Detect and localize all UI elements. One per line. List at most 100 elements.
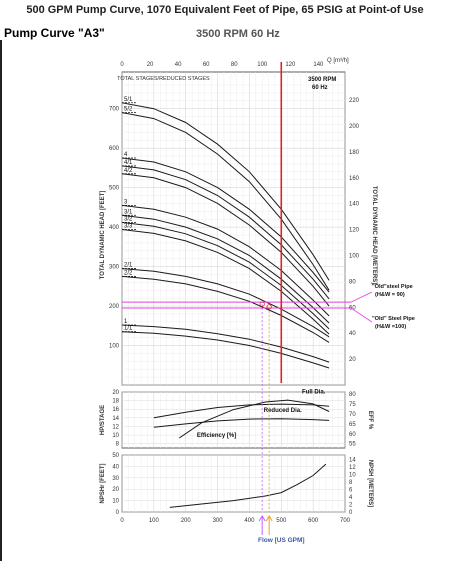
stage-curve-3-1 <box>121 214 330 324</box>
perf-y-right-axis-label: EFF % <box>367 411 373 430</box>
efficiency-label: Efficiency [%] <box>197 433 236 439</box>
hp-reduced-dia-curve <box>153 418 330 428</box>
x-tick-label: 100 <box>149 518 160 524</box>
stage-curve-4-2 <box>121 173 330 307</box>
head-y-tick-label: 600 <box>109 146 120 152</box>
x-tick-label: 500 <box>276 518 287 524</box>
stage-label: 4/1 <box>124 160 133 166</box>
stage-label: 1 <box>124 319 128 325</box>
perf-y-right-tick-label: 70 <box>349 412 356 418</box>
x-tick-label: 300 <box>213 518 224 524</box>
annotation-old-steel-100-line2: (H&W =100) <box>375 324 406 330</box>
stage-curve-4 <box>121 157 330 293</box>
annotation-leader-100 <box>350 307 373 323</box>
npsh-y-right-axis-label: NPSH [METERS] <box>367 460 373 507</box>
npsh-y-tick-label: 10 <box>112 499 119 505</box>
stage-label: 5/2 <box>124 107 133 113</box>
stage-label: 3/2 <box>124 216 133 222</box>
operating-point-1 <box>259 301 265 307</box>
stage-label: 3/1 <box>124 209 133 215</box>
npsh-y-right-tick-label: 2 <box>349 503 353 509</box>
reduced-dia-label: Reduced Dia. <box>264 408 302 414</box>
x-tick-label: 200 <box>181 518 192 524</box>
head-y-right-tick-label: 200 <box>349 124 360 130</box>
npsh-y-right-tick-label: 10 <box>349 473 356 479</box>
perf-y-right-tick-label: 75 <box>349 402 356 408</box>
annotation-old-steel-90-line1: "Old"steel Pipe <box>372 284 413 290</box>
head-y-right-axis-label: TOTAL DYNAMIC HEAD [METERS] <box>371 186 377 284</box>
npsh-y-tick-label: 30 <box>112 476 119 482</box>
stage-curve-5-2 <box>121 112 330 291</box>
perf-y-tick-label: 10 <box>112 433 119 439</box>
head-y-right-tick-label: 40 <box>349 331 356 337</box>
head-y-right-tick-label: 140 <box>349 202 360 208</box>
x-tick-label: 0 <box>120 518 124 524</box>
stage-label: 1/1 <box>124 326 133 332</box>
chart-title: 500 GPM Pump Curve, 1070 Equivalent Feet… <box>26 4 424 16</box>
stage-curve-4-1 <box>121 165 330 300</box>
stage-curve-3-2 <box>121 221 330 330</box>
annotation-old-steel-100-line1: "Old" Steel Pipe <box>372 316 415 322</box>
stage-label: 5/1 <box>124 97 133 103</box>
stage-label: 3 <box>124 199 128 205</box>
head-y-right-tick-label: 220 <box>349 98 360 104</box>
flow-arrow-orange <box>265 515 273 535</box>
perf-y-tick-label: 20 <box>112 390 119 396</box>
stage-curve-5-1 <box>121 102 330 281</box>
npsh-y-tick-label: 20 <box>112 487 119 493</box>
perf-y-right-tick-label: 65 <box>349 422 356 428</box>
annotation-old-steel-90-line2: (H&W = 90) <box>375 292 405 298</box>
top-tick-label: 100 <box>257 62 268 68</box>
full-dia-label: Full Dia. <box>302 390 326 396</box>
head-y-right-tick-label: 160 <box>349 176 360 182</box>
left-border-strip <box>0 40 2 561</box>
top-tick-label: 120 <box>285 62 296 68</box>
speed-label-line1: 3500 RPM <box>308 77 336 83</box>
head-y-tick-label: 300 <box>109 265 120 271</box>
operating-point-2 <box>266 304 272 310</box>
perf-y-right-tick-label: 80 <box>349 392 356 398</box>
flow-arrow-violet <box>258 515 266 535</box>
npshr-curve <box>169 463 327 508</box>
npsh-y-axis-label: NPSHr [FEET] <box>100 463 106 503</box>
stage-label: 3/3 <box>124 223 133 229</box>
inner-stage-label: TOTAL STAGES/REDUCED STAGES <box>117 76 210 82</box>
npsh-y-right-tick-label: 4 <box>349 495 353 501</box>
stage-label: 2/2 <box>124 270 133 276</box>
head-y-right-tick-label: 120 <box>349 228 360 234</box>
head-y-tick-label: 400 <box>109 225 120 231</box>
npsh-y-tick-label: 0 <box>116 510 120 516</box>
speed-label: 3500 RPM 60 Hz <box>196 28 280 40</box>
npsh-y-tick-label: 40 <box>112 464 119 470</box>
top-axis-label: Q [m³/h] <box>327 58 349 64</box>
perf-y-right-tick-label: 55 <box>349 442 356 448</box>
head-y-right-tick-label: 60 <box>349 305 356 311</box>
stage-label: 4/2 <box>124 168 133 174</box>
perf-y-axis-label: HP/STAGE <box>100 405 106 435</box>
head-y-tick-label: 700 <box>109 107 120 113</box>
npsh-y-tick-label: 50 <box>112 453 119 459</box>
head-y-tick-label: 100 <box>109 344 120 350</box>
stage-curve-1-1 <box>121 331 330 369</box>
npsh-y-right-tick-label: 0 <box>349 510 353 516</box>
stage-curve-2-1 <box>121 268 330 338</box>
perf-y-tick-label: 18 <box>112 399 119 405</box>
npsh-y-right-tick-label: 6 <box>349 488 353 494</box>
perf-y-tick-label: 14 <box>112 416 119 422</box>
stage-label: 2/1 <box>124 263 133 269</box>
npsh-y-right-tick-label: 14 <box>349 458 356 464</box>
stage-label: 4 <box>124 152 128 158</box>
head-plot-frame <box>121 71 346 386</box>
efficiency-curve <box>179 399 330 439</box>
x-tick-label: 400 <box>244 518 255 524</box>
head-y-right-tick-label: 20 <box>349 357 356 363</box>
stage-curve-2-2 <box>121 275 330 343</box>
stage-curve-1 <box>121 324 330 363</box>
x-axis-label: Flow [US GPM] <box>258 537 305 544</box>
x-tick-label: 700 <box>340 518 351 524</box>
speed-label-line2: 60 Hz <box>312 85 328 91</box>
perf-y-right-tick-label: 60 <box>349 432 356 438</box>
pump-name: Pump Curve "A3" <box>4 26 105 40</box>
perf-y-tick-label: 16 <box>112 407 119 413</box>
